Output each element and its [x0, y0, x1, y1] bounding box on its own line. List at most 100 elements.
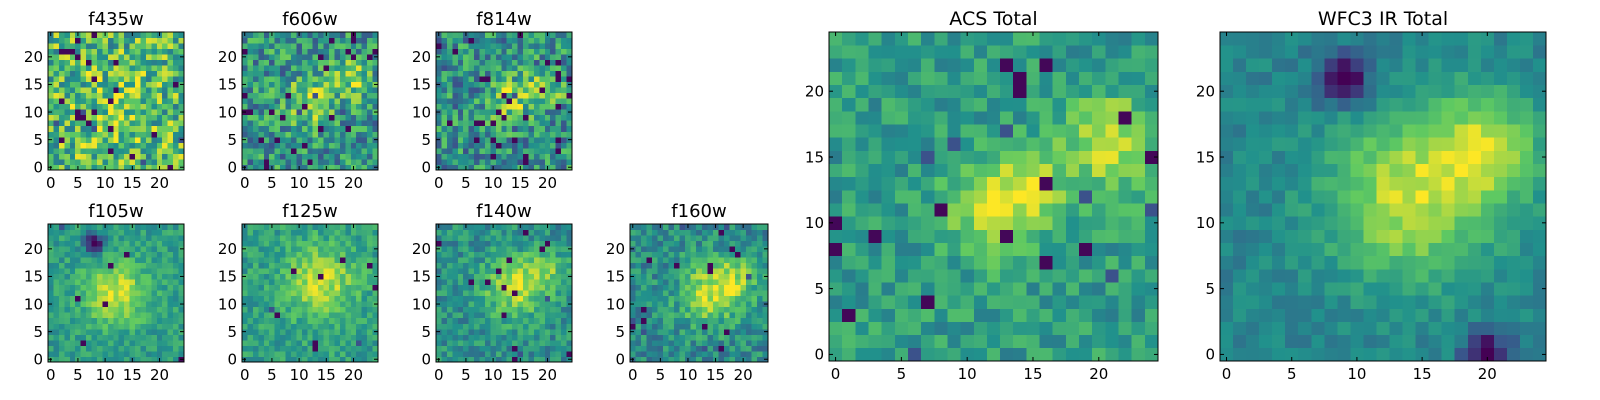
heatmap-cell	[140, 268, 147, 275]
heatmap-cell	[345, 158, 352, 165]
heatmap-cell	[173, 279, 179, 286]
heatmap-cell	[135, 98, 141, 105]
heatmap-cell	[512, 54, 518, 60]
heatmap-cell	[269, 251, 276, 258]
heatmap-cell	[668, 246, 675, 252]
heatmap-cell	[162, 317, 169, 324]
heatmap-cell	[96, 317, 103, 324]
heatmap-cell	[855, 216, 869, 230]
heatmap-cell	[745, 251, 752, 258]
heatmap-cell	[446, 164, 453, 171]
heatmap-cell	[350, 37, 357, 44]
heatmap-cell	[107, 224, 114, 230]
heatmap-cell	[361, 273, 368, 280]
heatmap-cell	[452, 109, 459, 116]
heatmap-cell	[734, 290, 741, 297]
heatmap-cell	[566, 158, 573, 165]
heatmap-cell	[635, 251, 642, 258]
heatmap-cell	[86, 317, 92, 324]
heatmap-cell	[69, 339, 76, 346]
heatmap-cell	[674, 235, 681, 241]
heatmap-cell	[334, 158, 341, 165]
heatmap-cell	[868, 295, 883, 309]
heatmap-cell	[58, 87, 65, 94]
heatmap-cell	[523, 92, 529, 99]
heatmap-cell	[258, 328, 265, 335]
heatmap-cell	[339, 65, 346, 72]
heatmap-cell	[685, 279, 692, 286]
heatmap-cell	[91, 224, 98, 230]
heatmap-cell	[140, 295, 147, 302]
heatmap-cell	[258, 251, 265, 258]
heatmap-cell	[334, 48, 341, 55]
heatmap-cell	[107, 164, 114, 171]
heatmap-cell	[1105, 308, 1119, 322]
heatmap-cell	[1000, 163, 1014, 178]
heatmap-cell	[129, 323, 136, 330]
heatmap-cell	[523, 350, 529, 357]
heatmap-cell	[452, 290, 459, 297]
heatmap-cell	[269, 350, 276, 357]
heatmap-cell	[285, 76, 292, 83]
heatmap-cell	[91, 312, 98, 319]
heatmap-cell	[474, 284, 480, 291]
heatmap-cell	[53, 164, 60, 171]
heatmap-cell	[468, 279, 475, 286]
heatmap-cell	[1026, 255, 1040, 270]
heatmap-cell	[290, 224, 297, 230]
heatmap-cell	[921, 308, 935, 322]
heatmap-cell	[468, 37, 475, 44]
heatmap-cell	[495, 131, 502, 138]
heatmap-cell	[323, 114, 330, 121]
heatmap-cell	[685, 229, 692, 236]
heatmap-cell	[329, 92, 335, 99]
heatmap-cell	[712, 328, 719, 335]
heatmap-cell	[118, 356, 125, 363]
heatmap-cell	[252, 142, 259, 149]
heatmap-cell	[446, 345, 453, 352]
heatmap-cell	[641, 356, 647, 363]
heatmap-cell	[296, 37, 303, 44]
heatmap-cell	[641, 350, 647, 357]
heatmap-cell	[868, 282, 883, 296]
heatmap-cell	[334, 240, 341, 247]
heatmap-cell	[539, 295, 546, 302]
heatmap-cell	[96, 81, 103, 88]
heatmap-cell	[842, 295, 856, 309]
heatmap-cell	[339, 350, 346, 357]
heatmap-cell	[367, 125, 373, 132]
heatmap-cell	[258, 301, 265, 308]
heatmap-cell	[679, 350, 686, 357]
heatmap-cell	[258, 268, 265, 275]
heatmap-cell	[723, 312, 730, 319]
heatmap-cell	[145, 295, 152, 302]
heatmap-cell	[274, 136, 281, 143]
heatmap-cell	[86, 142, 92, 149]
heatmap-cell	[630, 262, 636, 269]
heatmap-cell	[1079, 229, 1093, 243]
heatmap-cell	[96, 273, 103, 280]
heatmap-cell	[48, 147, 54, 154]
heatmap-cell	[751, 323, 758, 330]
heatmap-cell	[318, 350, 324, 357]
heatmap-cell	[329, 284, 335, 291]
heatmap-cell	[696, 284, 703, 291]
heatmap-cell	[102, 114, 109, 121]
heatmap-cell	[167, 37, 174, 44]
heatmap-cell	[457, 328, 464, 335]
heatmap-cell	[550, 345, 557, 352]
heatmap-cell	[301, 290, 308, 297]
heatmap-cell	[318, 98, 324, 105]
heatmap-cell	[1026, 347, 1040, 362]
heatmap-cell	[296, 147, 303, 154]
y-tick-label: 15	[218, 76, 237, 94]
heatmap-cell	[490, 48, 497, 55]
heatmap-cell	[356, 257, 363, 264]
heatmap-cell	[64, 334, 71, 341]
heatmap-cell	[446, 125, 453, 132]
heatmap-cell	[646, 328, 653, 335]
heatmap-cell	[663, 284, 670, 291]
heatmap-cell	[280, 120, 286, 127]
heatmap-cell	[296, 345, 303, 352]
